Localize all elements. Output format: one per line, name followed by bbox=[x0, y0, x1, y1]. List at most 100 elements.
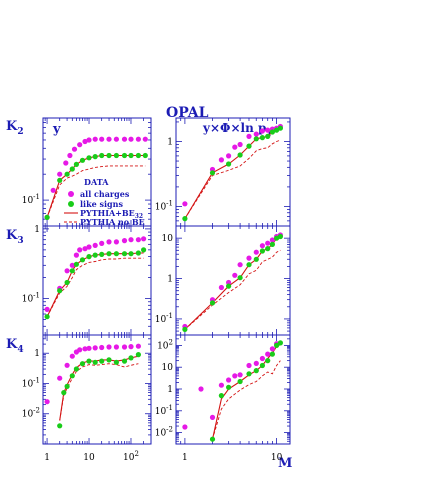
point-all-charges bbox=[265, 127, 271, 133]
point-like-signs bbox=[246, 143, 252, 149]
point-like-signs bbox=[64, 279, 70, 286]
point-like-signs bbox=[237, 378, 243, 385]
point-all-charges bbox=[182, 424, 188, 430]
svg-text:y×Φ×ln pT: y×Φ×ln pT bbox=[202, 121, 272, 138]
point-all-charges bbox=[82, 346, 88, 352]
point-all-charges bbox=[86, 244, 92, 250]
point-all-charges bbox=[265, 351, 271, 357]
point-all-charges bbox=[265, 240, 271, 246]
point-all-charges bbox=[232, 373, 238, 379]
point-like-signs bbox=[141, 247, 147, 253]
panel-k4-ptphi: 10-2 10-1 1 10 102 bbox=[155, 334, 291, 445]
point-all-charges bbox=[92, 136, 98, 142]
svg-text:K2: K2 bbox=[6, 119, 24, 137]
point-like-signs bbox=[226, 161, 232, 167]
point-all-charges bbox=[226, 279, 232, 286]
point-like-signs bbox=[269, 351, 275, 357]
x-tick-label: 1 bbox=[44, 453, 50, 463]
point-like-signs bbox=[269, 129, 275, 135]
point-like-signs bbox=[106, 152, 112, 159]
series-line-pythia-be bbox=[59, 355, 139, 421]
series-line-pythia-no-be bbox=[184, 249, 281, 330]
point-like-signs bbox=[73, 161, 79, 167]
point-like-signs bbox=[92, 359, 98, 365]
panel-frame bbox=[42, 225, 152, 336]
point-like-signs bbox=[253, 368, 259, 374]
legend: DATA all charges like signs PYTHIA+BE32 … bbox=[64, 177, 145, 227]
point-all-charges bbox=[209, 414, 216, 420]
point-all-charges bbox=[106, 344, 112, 350]
point-all-charges bbox=[141, 236, 147, 242]
legend-label-all-charges: all charges bbox=[80, 189, 130, 199]
legend-label-like-signs: like signs bbox=[80, 199, 123, 209]
point-like-signs bbox=[226, 283, 232, 289]
y-tick-label: 10-1 bbox=[22, 376, 40, 389]
point-all-charges bbox=[246, 255, 252, 261]
point-all-charges bbox=[246, 133, 252, 139]
point-all-charges bbox=[259, 128, 265, 134]
point-all-charges bbox=[218, 157, 224, 163]
panel-frame bbox=[42, 334, 152, 445]
point-all-charges bbox=[99, 344, 105, 351]
point-all-charges bbox=[269, 237, 275, 243]
y-tick-label: 102 bbox=[157, 338, 173, 351]
point-like-signs bbox=[253, 256, 259, 262]
point-like-signs bbox=[57, 288, 63, 294]
point-all-charges bbox=[82, 246, 88, 252]
point-all-charges bbox=[86, 345, 92, 351]
y-tick-label: 10-1 bbox=[155, 199, 173, 212]
point-like-signs bbox=[135, 352, 141, 358]
point-all-charges bbox=[128, 136, 134, 142]
point-all-charges bbox=[73, 252, 79, 258]
point-all-charges bbox=[135, 136, 141, 142]
point-like-signs bbox=[86, 155, 92, 161]
x-tick-label: 1 bbox=[182, 453, 188, 463]
point-like-signs bbox=[86, 358, 92, 364]
point-all-charges bbox=[82, 138, 88, 145]
point-like-signs bbox=[64, 171, 70, 177]
point-all-charges bbox=[99, 136, 105, 142]
panel-k4-y: 10-2 10-1 1 bbox=[22, 334, 152, 445]
point-like-signs bbox=[44, 214, 50, 220]
point-all-charges bbox=[218, 284, 224, 291]
point-all-charges bbox=[99, 240, 105, 246]
point-like-signs bbox=[226, 384, 232, 390]
panel-k2-y: 10-1 bbox=[22, 117, 152, 227]
point-all-charges bbox=[198, 386, 204, 392]
point-all-charges bbox=[135, 343, 141, 349]
point-like-signs bbox=[73, 261, 79, 267]
point-all-charges bbox=[226, 377, 232, 383]
column-title-y: y bbox=[52, 122, 61, 137]
point-like-signs bbox=[277, 340, 283, 346]
point-all-charges bbox=[226, 153, 232, 159]
legend-label-pythia-be: PYTHIA+BE32 bbox=[80, 208, 143, 220]
point-all-charges bbox=[86, 137, 92, 143]
point-all-charges bbox=[63, 160, 69, 166]
x-tick-label: 10 bbox=[83, 453, 95, 463]
point-all-charges bbox=[259, 355, 265, 362]
point-all-charges bbox=[44, 399, 50, 405]
point-all-charges bbox=[57, 375, 63, 381]
point-like-signs bbox=[61, 390, 67, 396]
point-all-charges bbox=[44, 306, 50, 312]
point-like-signs bbox=[79, 257, 86, 263]
series-line-pythia-be bbox=[46, 252, 144, 317]
series-line-pythia-no-be bbox=[59, 363, 139, 421]
point-all-charges bbox=[182, 201, 188, 207]
y-tick-label: 1 bbox=[167, 137, 173, 147]
point-like-signs bbox=[135, 250, 141, 256]
series-line-pythia-no-be bbox=[212, 360, 281, 440]
point-like-signs bbox=[57, 423, 63, 429]
legend-marker-all-charges bbox=[68, 191, 74, 197]
point-like-signs bbox=[265, 246, 271, 252]
y-tick-label: 10-1 bbox=[155, 404, 173, 417]
point-like-signs bbox=[209, 300, 216, 306]
point-like-signs bbox=[128, 152, 134, 159]
row-label-k3: K3 bbox=[6, 228, 24, 246]
y-tick-label: 10-1 bbox=[22, 193, 40, 206]
point-like-signs bbox=[253, 136, 259, 142]
x-axis-label: M bbox=[278, 456, 292, 471]
point-all-charges bbox=[106, 136, 112, 142]
point-like-signs bbox=[106, 251, 112, 257]
